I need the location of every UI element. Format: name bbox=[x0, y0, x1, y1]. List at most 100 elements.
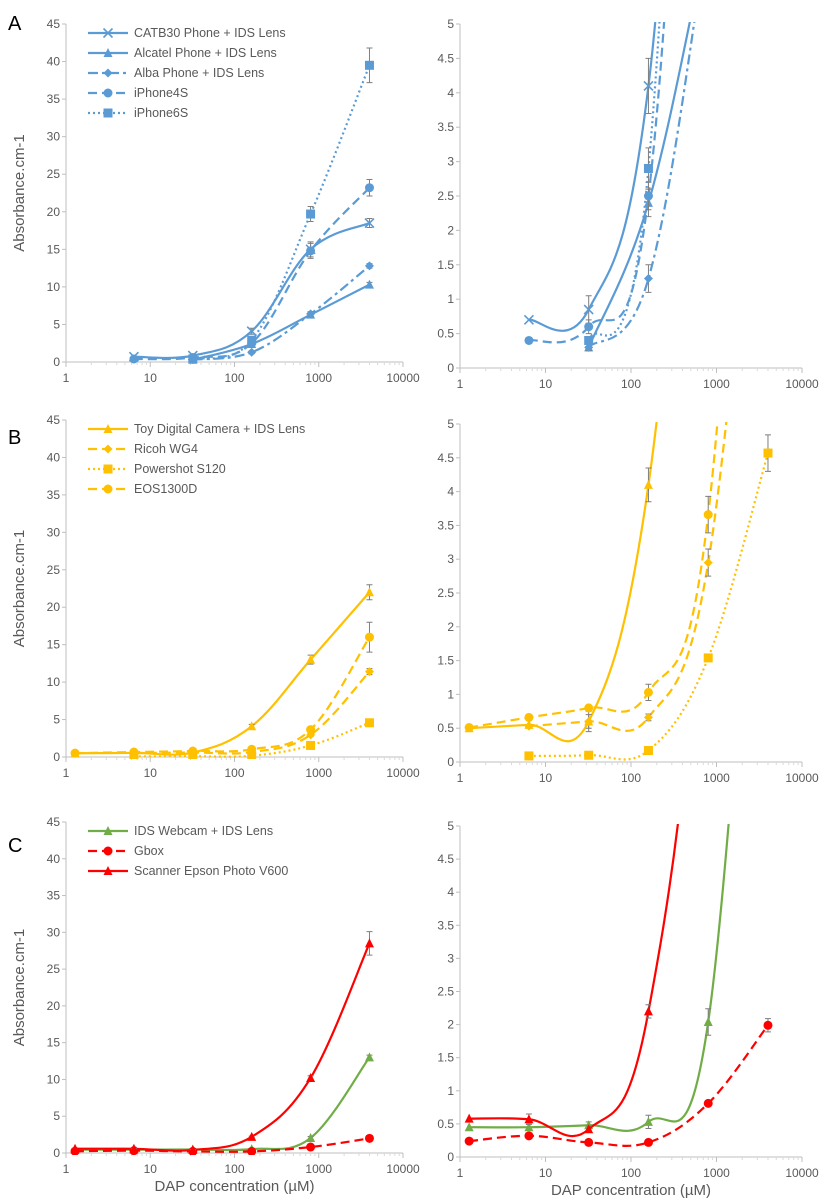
y-tick-label: 4 bbox=[447, 885, 454, 899]
series-line bbox=[75, 591, 371, 756]
data-point bbox=[763, 291, 772, 300]
y-axis-label: Absorbance.cm-1 bbox=[11, 530, 28, 648]
data-point bbox=[364, 1133, 374, 1143]
x-tick-label: 10000 bbox=[386, 766, 420, 780]
y-tick-label: 35 bbox=[47, 889, 61, 903]
data-point bbox=[464, 1113, 474, 1123]
y-tick-label: 5 bbox=[53, 1109, 60, 1123]
data-point bbox=[643, 1137, 653, 1147]
data-point bbox=[364, 261, 374, 271]
chart-2: B 0 5 10 15 20 25 30 35 40 45 1 10 100 1000 10000 Absorb… bbox=[8, 413, 420, 780]
series-2 bbox=[70, 931, 374, 1154]
data-point bbox=[584, 1124, 594, 1134]
legend-marker bbox=[103, 826, 113, 835]
data-point bbox=[306, 246, 316, 256]
series-line bbox=[587, 22, 696, 349]
x-tick-label: 100 bbox=[224, 1162, 244, 1176]
y-tick-label: 4.5 bbox=[437, 852, 454, 866]
y-tick-label: 1.5 bbox=[437, 258, 454, 272]
y-tick-label: 2.5 bbox=[437, 586, 454, 600]
data-point bbox=[364, 183, 374, 193]
chart-1: 0 0.5 1 1.5 2 2.5 3 3.5 4 4.5 5 1 10 100 1000 10000 bbox=[437, 17, 819, 391]
y-tick-label: 3 bbox=[447, 951, 454, 965]
data-point bbox=[364, 279, 374, 289]
y-tick-label: 0.5 bbox=[437, 327, 454, 341]
y-tick-label: 40 bbox=[47, 852, 61, 866]
y-tick-label: 2 bbox=[447, 1018, 454, 1032]
data-point bbox=[643, 479, 653, 489]
data-point bbox=[129, 747, 139, 757]
legend-label: Alcatel Phone + IDS Lens bbox=[134, 46, 277, 60]
legend: CATB30 Phone + IDS Lens Alcatel Phone + I… bbox=[88, 26, 286, 120]
legend-marker bbox=[103, 484, 113, 494]
y-tick-label: 10 bbox=[47, 1072, 61, 1086]
data-point bbox=[703, 1098, 713, 1108]
y-tick-label: 20 bbox=[47, 205, 61, 219]
y-tick-label: 30 bbox=[47, 130, 61, 144]
y-tick-label: 15 bbox=[47, 1036, 61, 1050]
x-tick-label: 10 bbox=[144, 1162, 158, 1176]
plot-area bbox=[70, 584, 374, 759]
legend-label: Ricoh WG4 bbox=[134, 442, 198, 456]
data-point bbox=[364, 938, 374, 948]
y-tick-label: 1.5 bbox=[437, 1051, 454, 1065]
data-point bbox=[584, 1137, 594, 1147]
series-1 bbox=[464, 1018, 773, 1147]
y-tick-label: 5 bbox=[53, 713, 60, 727]
data-point bbox=[523, 314, 534, 325]
legend-label: Toy Digital Camera + IDS Lens bbox=[134, 422, 305, 436]
data-point bbox=[643, 1116, 653, 1126]
x-tick-label: 1 bbox=[63, 371, 70, 385]
data-point bbox=[364, 217, 375, 229]
data-point bbox=[70, 1143, 80, 1153]
data-point bbox=[583, 304, 594, 315]
y-tick-label: 3 bbox=[447, 552, 454, 566]
x-tick-label: 10 bbox=[144, 371, 158, 385]
data-point bbox=[247, 347, 257, 357]
legend-marker bbox=[103, 68, 113, 78]
series-line bbox=[469, 422, 658, 743]
series-0 bbox=[464, 422, 658, 743]
x-axis-label: DAP concentration (µM) bbox=[154, 1178, 314, 1195]
plot-area bbox=[523, 22, 696, 352]
error-bar bbox=[765, 277, 771, 317]
data-point bbox=[584, 342, 594, 352]
data-point bbox=[524, 1114, 534, 1124]
x-tick-label: 10000 bbox=[785, 377, 819, 391]
series-line bbox=[75, 1056, 371, 1152]
legend-label: iPhone6S bbox=[134, 106, 188, 120]
y-tick-label: 25 bbox=[47, 962, 61, 976]
series-2 bbox=[524, 434, 773, 761]
y-tick-label: 1 bbox=[447, 1084, 454, 1098]
series-line bbox=[192, 64, 371, 361]
series-1 bbox=[584, 22, 691, 352]
y-tick-label: 0.5 bbox=[437, 721, 454, 735]
series-line bbox=[192, 283, 370, 361]
series-0 bbox=[464, 277, 772, 1132]
y-axis-label: Absorbance.cm-1 bbox=[11, 929, 28, 1047]
y-tick-label: 3.5 bbox=[437, 918, 454, 932]
data-point bbox=[703, 1016, 713, 1026]
series-3 bbox=[129, 178, 374, 364]
error-bar bbox=[765, 0, 771, 18]
x-tick-label: 10000 bbox=[386, 371, 420, 385]
legend-label: Alba Phone + IDS Lens bbox=[134, 66, 264, 80]
y-tick-label: 4.5 bbox=[437, 451, 454, 465]
legend-marker bbox=[103, 464, 113, 474]
data-point bbox=[70, 748, 80, 758]
x-tick-label: 100 bbox=[224, 766, 244, 780]
data-point bbox=[584, 716, 594, 726]
chart-5: 00.511.522.533.544.551 10 100 1000 10000DAP … bbox=[437, 277, 819, 1199]
plot-area bbox=[128, 47, 375, 364]
data-point bbox=[247, 721, 257, 731]
x-tick-label: 1 bbox=[63, 766, 70, 780]
plot-area bbox=[70, 931, 374, 1155]
data-point bbox=[129, 1143, 139, 1153]
chart-4: C 0 5 10 15 20 25 30 35 40 45 1 10 100 1000 10000 Absorb… bbox=[8, 815, 420, 1195]
data-point bbox=[129, 354, 139, 364]
x-tick-label: 1000 bbox=[703, 771, 730, 785]
data-point bbox=[524, 1131, 534, 1141]
series-4 bbox=[188, 47, 374, 364]
data-point bbox=[306, 1142, 316, 1152]
